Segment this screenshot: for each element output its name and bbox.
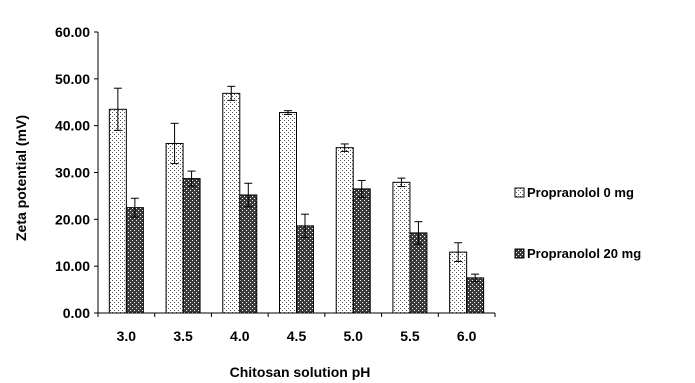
y-tick-label: 30.00 [55,165,90,181]
bar-series-2 [182,178,201,314]
y-axis-label: Zeta potential (mV) [13,115,29,241]
bar-series-2 [239,194,258,314]
x-tick-label: 5.0 [343,328,363,344]
bar-series-2 [296,225,314,314]
x-tick-label: 5.5 [400,328,420,344]
y-tick-label: 40.00 [55,118,90,134]
y-tick-label: 60.00 [55,24,90,40]
bar-series-2 [352,188,371,314]
bar-series-2 [409,232,428,314]
bar-series-1 [222,92,241,314]
x-tick-label: 6.0 [457,328,477,344]
x-tick-label: 3.5 [173,328,193,344]
y-tick-label: 50.00 [55,71,90,87]
x-axis-label: Chitosan solution pH [230,364,371,380]
plot-area: 0.00 10.00 20.00 30.00 40.00 50.00 60.00 3.0 3.5… [55,24,496,344]
y-tick-label: 20.00 [55,211,90,227]
legend: Propranolol 0 mg Propranolol 20 mg [514,185,641,261]
bar-series-2 [125,207,144,314]
legend-label-series-1: Propranolol 0 mg [527,185,634,200]
legend-swatch-series-1 [514,187,525,198]
y-tick-label: 0.00 [63,305,90,321]
x-tick-label: 4.0 [230,328,250,344]
x-tick-label: 3.0 [117,328,137,344]
bar-series-1 [279,112,297,314]
bar-series-1 [335,147,354,314]
bar-series-1 [392,181,411,314]
bar-series-1 [165,142,184,314]
bar-series-1 [108,108,127,314]
legend-swatch-series-2 [514,248,525,259]
legend-label-series-2: Propranolol 20 mg [527,246,641,261]
y-tick-label: 10.00 [55,258,90,274]
bar-series-2 [466,277,485,314]
x-tick-label: 4.5 [287,328,307,344]
